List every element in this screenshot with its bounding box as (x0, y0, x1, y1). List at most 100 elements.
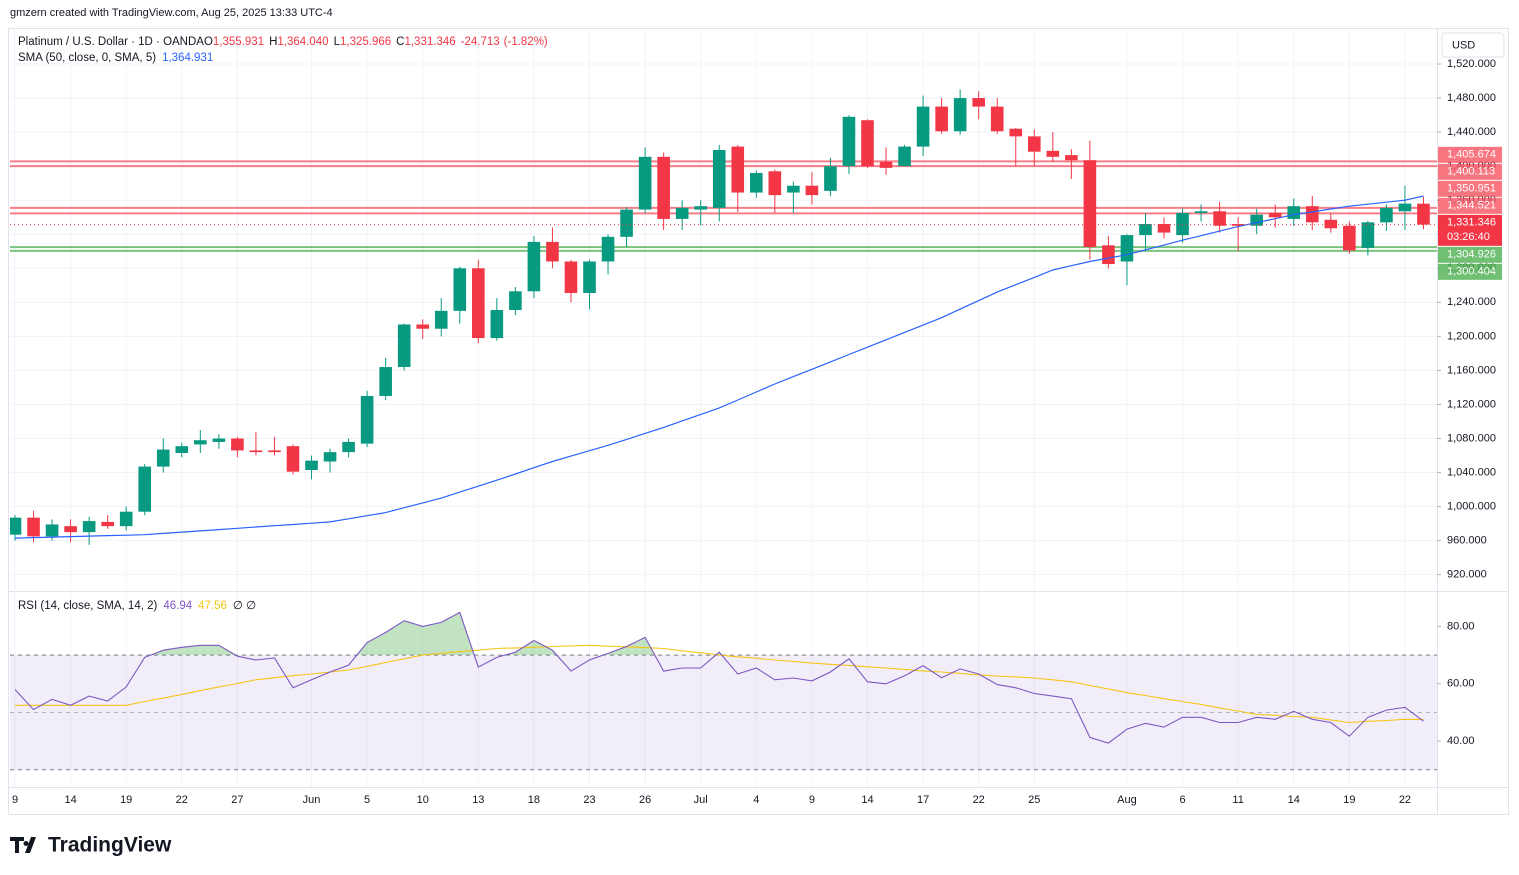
x-tick-label: 23 (583, 794, 595, 806)
candle-body (156, 449, 170, 467)
level-label: 1,400.113 (1447, 166, 1495, 178)
sma-legend: SMA (50, close, 0, SMA, 5) 1,364.931 (18, 52, 213, 64)
level-label-box (1438, 180, 1502, 197)
overbought-fill (15, 612, 1424, 656)
candle-body (1380, 207, 1393, 223)
candle-body (64, 526, 77, 533)
x-tick-label: Aug (1117, 794, 1137, 806)
candle-body (824, 166, 837, 191)
candle-body (916, 106, 930, 147)
x-tick-label: 26 (639, 794, 651, 806)
y-tick-label: 1,440.000 (1447, 126, 1496, 138)
candle-body (1268, 212, 1282, 218)
candle-body (1065, 155, 1078, 161)
y-tick-label: 1,240.000 (1447, 296, 1496, 308)
candle-body (212, 438, 226, 442)
x-tick-label: 14 (861, 794, 873, 806)
x-tick-label: Jun (303, 794, 321, 806)
rsi-y-tick-label: 40.00 (1447, 735, 1475, 747)
candle-body (1324, 219, 1338, 229)
candle-body (731, 146, 745, 193)
candle-body (583, 261, 596, 293)
x-tick-label: 6 (1179, 794, 1185, 806)
y-tick-label: 960.000 (1447, 535, 1487, 547)
rsi-pane (10, 611, 1437, 771)
candle-body (842, 116, 856, 167)
price-legend: Platinum / U.S. Dollar · 1D · OANDAO1,35… (18, 36, 548, 48)
level-label: 1,304.926 (1447, 249, 1496, 261)
y-tick-label: 920.000 (1447, 569, 1487, 581)
candle-body (453, 268, 467, 311)
candle-body (935, 106, 948, 132)
candle-body (1417, 203, 1430, 225)
x-tick-label: 14 (1288, 794, 1300, 806)
candle-body (45, 524, 59, 537)
x-tick-label: 19 (1343, 794, 1355, 806)
candle-body (323, 452, 337, 462)
x-tick-label: 18 (528, 794, 540, 806)
y-tick-label: 1,160.000 (1447, 364, 1496, 376)
candle-body (1046, 150, 1060, 157)
candle-body (1287, 206, 1301, 219)
candle-body (1343, 225, 1356, 251)
level-label-box (1438, 246, 1502, 263)
x-tick-label: 13 (472, 794, 484, 806)
candle-body (360, 395, 374, 444)
candle-body (1027, 136, 1041, 152)
rsi-legend: RSI (14, close, SMA, 14, 2) 46.94 47.56 ∅ ∅ (18, 600, 256, 612)
x-tick-label: 22 (973, 794, 985, 806)
candle-body (27, 517, 40, 537)
candle-body (1157, 224, 1171, 233)
candle-body (509, 291, 522, 310)
x-tick-label: 10 (417, 794, 429, 806)
x-tick-label: 11 (1232, 794, 1243, 806)
candle-body (231, 438, 244, 451)
candle-body (1305, 206, 1319, 223)
candle-body (1176, 212, 1189, 236)
legend-item: 1,364.931 (162, 52, 213, 64)
candle-body (990, 106, 1004, 132)
logo-text: TradingView (48, 834, 172, 857)
candle-body (1120, 235, 1134, 262)
candle-body (620, 209, 633, 237)
candle-body (601, 236, 615, 262)
candle-body (861, 120, 874, 167)
logo-icon (10, 837, 36, 853)
legend-item: (-1.82%) (504, 36, 548, 48)
legend-item: 46.94 (163, 600, 192, 612)
last-price-box (1438, 214, 1502, 246)
x-tick-label: 22 (1399, 794, 1411, 806)
candle-body (101, 521, 114, 527)
y-tick-label: 1,080.000 (1447, 432, 1496, 444)
candle-body (194, 440, 207, 445)
candle-body (1009, 128, 1023, 137)
candle-body (805, 185, 819, 196)
x-tick-label: 9 (12, 794, 18, 806)
level-label: 1,405.674 (1447, 149, 1496, 161)
legend-item: -24.713 (461, 36, 500, 48)
candle-body (1139, 224, 1152, 236)
candle-body (1398, 203, 1412, 212)
legend-item: ∅ ∅ (233, 600, 256, 612)
candle-body (879, 161, 893, 168)
x-tick-label: 17 (917, 794, 929, 806)
candle-body (249, 450, 263, 453)
candle-body (972, 98, 985, 107)
candle-body (286, 446, 300, 472)
level-label: 1,300.404 (1447, 266, 1496, 278)
price-lines (10, 195, 1437, 539)
candle-body (527, 241, 541, 292)
legend-item: RSI (14, close, SMA, 14, 2) (18, 600, 158, 612)
legend-item: H (269, 36, 277, 48)
rsi-line (15, 644, 1424, 724)
candle-body (342, 441, 355, 453)
legend-item: C (396, 36, 404, 48)
candle-body (268, 450, 281, 453)
candle-body (546, 241, 559, 262)
x-tick-label: Jul (694, 794, 708, 806)
legend-item: 47.56 (198, 600, 227, 612)
x-tick-label: 14 (64, 794, 76, 806)
candle-body (787, 185, 800, 193)
